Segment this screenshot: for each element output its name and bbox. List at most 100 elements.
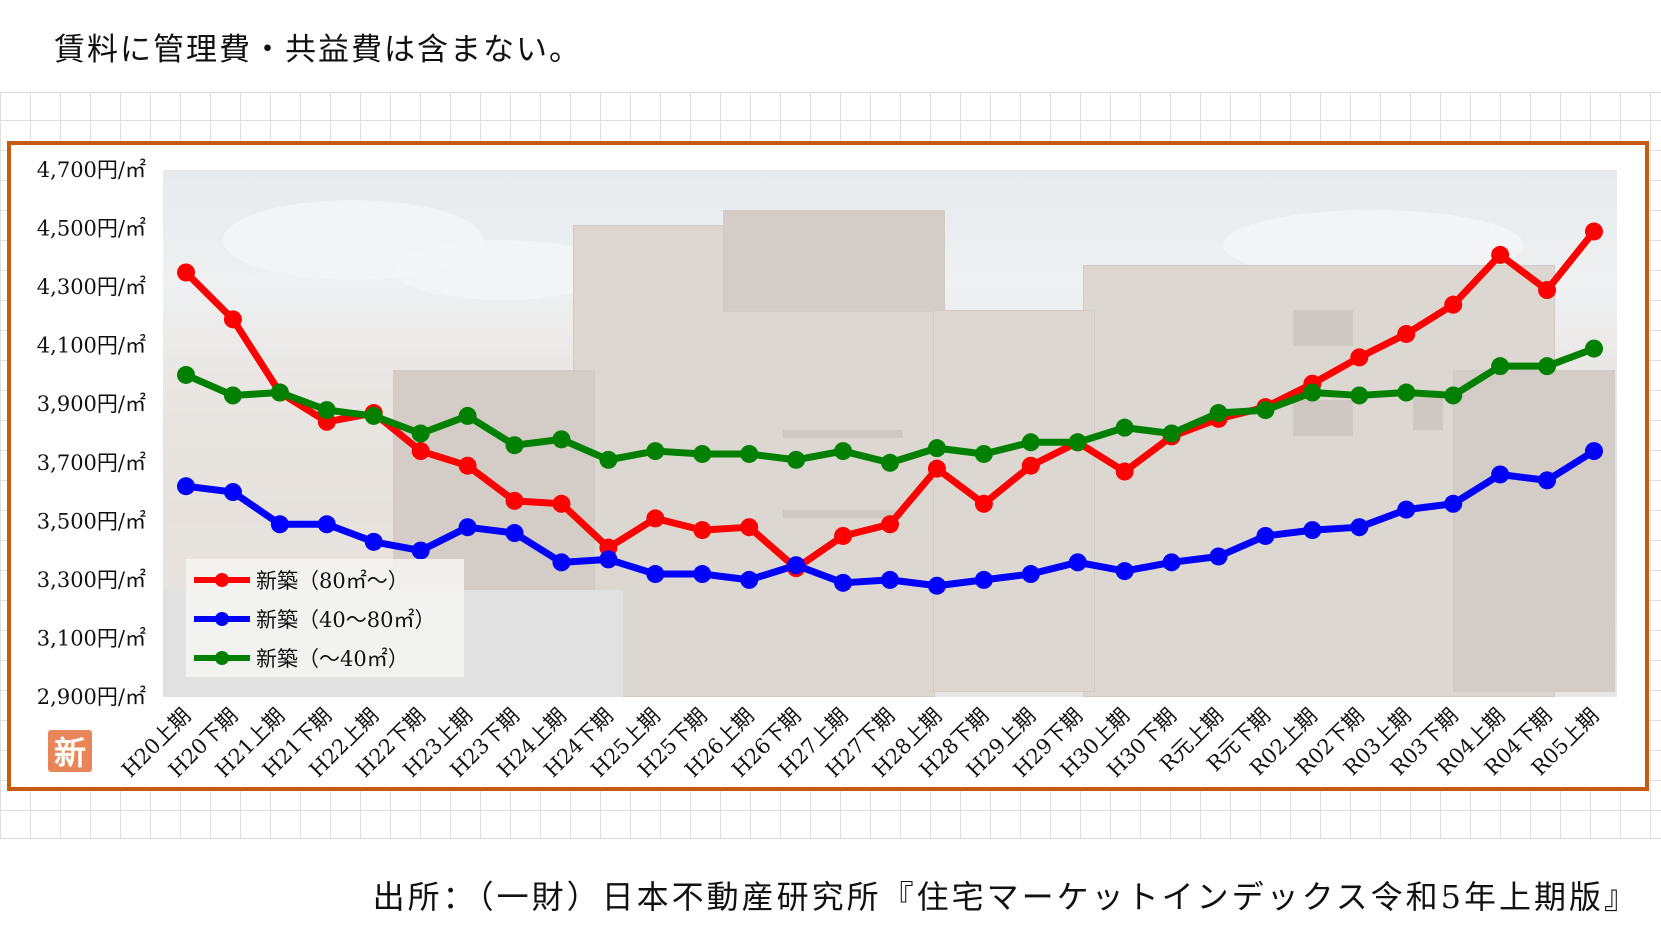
x-axis: H20上期H20下期H21上期H21下期H22上期H22下期H23上期H23下期… bbox=[117, 704, 1604, 783]
series-1-point bbox=[317, 515, 336, 534]
series-2-point bbox=[881, 453, 899, 472]
series-2-point bbox=[974, 444, 993, 463]
legend-label: 新築（40～80㎡） bbox=[256, 608, 435, 632]
series-2-point bbox=[927, 439, 946, 458]
series-2-point bbox=[317, 401, 336, 420]
legend-swatch-marker bbox=[215, 651, 229, 665]
series-0-point bbox=[693, 521, 712, 540]
series-0-point bbox=[834, 526, 853, 545]
series-0-point bbox=[1115, 462, 1134, 481]
series-1-point bbox=[1538, 471, 1557, 490]
series-0-point bbox=[1021, 456, 1040, 475]
legend-swatch-marker bbox=[215, 573, 229, 587]
series-1-point bbox=[411, 541, 430, 560]
note-text: 賃料に管理費・共益費は含まない。 bbox=[54, 32, 582, 68]
chart-series bbox=[177, 222, 1603, 595]
series-2-point bbox=[599, 450, 618, 469]
series-0-point bbox=[740, 518, 759, 537]
series-2-point bbox=[787, 450, 806, 469]
series-2-point bbox=[1068, 433, 1087, 452]
series-1-point bbox=[1303, 521, 1322, 540]
series-0-point bbox=[505, 491, 524, 510]
series-2-point bbox=[270, 383, 289, 402]
plot-background-photo bbox=[163, 170, 1617, 697]
series-2-point bbox=[1350, 386, 1369, 405]
source-text: 出所：（一財）日本不動産研究所『住宅マーケットインデックス令和5年上期版』 bbox=[372, 878, 1639, 916]
legend-label: 新築（80㎡～） bbox=[256, 569, 409, 593]
chart-legend: 新築（80㎡～） 新築（40～80㎡） 新築（～40㎡） bbox=[186, 559, 464, 677]
y-tick-label: 2,900円/㎡ bbox=[37, 685, 146, 709]
y-tick-label: 4,500円/㎡ bbox=[37, 217, 146, 241]
series-2-point bbox=[1538, 357, 1557, 376]
series-0-point bbox=[1585, 222, 1603, 241]
series-1-point bbox=[787, 556, 806, 575]
series-1-point bbox=[223, 483, 242, 502]
series-1-point bbox=[552, 553, 571, 572]
y-tick-label: 3,300円/㎡ bbox=[37, 568, 146, 592]
footer-band bbox=[0, 838, 1661, 937]
series-2-point bbox=[1162, 424, 1181, 443]
series-2-point bbox=[223, 386, 242, 405]
series-1-point bbox=[1115, 562, 1134, 581]
y-tick-label: 3,700円/㎡ bbox=[37, 451, 146, 475]
series-2-point bbox=[834, 442, 853, 461]
series-0-point bbox=[974, 494, 993, 513]
series-1-point bbox=[364, 532, 383, 551]
series-2-point bbox=[411, 424, 430, 443]
series-1-point bbox=[927, 576, 946, 595]
series-0-point bbox=[552, 494, 571, 513]
series-0-point bbox=[458, 456, 477, 475]
series-1-point bbox=[646, 565, 665, 584]
series-2-point bbox=[1115, 418, 1134, 437]
y-tick-label: 3,100円/㎡ bbox=[37, 626, 146, 650]
series-1-point bbox=[1491, 465, 1510, 484]
legend-swatch-marker bbox=[215, 612, 229, 626]
y-tick-label: 3,500円/㎡ bbox=[37, 509, 146, 533]
y-axis: 4,700円/㎡ 4,500円/㎡ 4,300円/㎡ 4,100円/㎡ 3,900円/㎡… bbox=[37, 158, 146, 709]
series-1-point bbox=[1068, 553, 1087, 572]
series-0-point bbox=[411, 442, 430, 461]
series-2-point bbox=[1303, 383, 1322, 402]
series-0-point bbox=[1491, 245, 1510, 264]
series-1-point bbox=[177, 477, 195, 496]
series-2-point bbox=[1256, 401, 1275, 420]
series-line-2 bbox=[182, 345, 1598, 467]
series-0-point bbox=[927, 459, 946, 478]
series-1-point bbox=[1209, 547, 1228, 566]
series-2-point bbox=[1021, 433, 1040, 452]
series-1-point bbox=[1444, 494, 1463, 513]
series-1-point bbox=[881, 570, 899, 589]
series-2-point bbox=[1444, 386, 1463, 405]
series-2-point bbox=[1491, 357, 1510, 376]
series-2-point bbox=[693, 444, 712, 463]
series-0-point bbox=[1538, 281, 1557, 300]
series-1-point bbox=[270, 515, 289, 534]
y-tick-label: 4,300円/㎡ bbox=[37, 275, 146, 299]
series-2-point bbox=[177, 365, 195, 384]
series-1-point bbox=[740, 570, 759, 589]
series-0-point bbox=[1350, 348, 1369, 367]
series-1-point bbox=[974, 570, 993, 589]
header-band: 賃料に管理費・共益費は含まない。 bbox=[0, 0, 1661, 93]
series-1-point bbox=[834, 573, 853, 592]
new-badge: 新 bbox=[48, 730, 92, 772]
series-0-point bbox=[223, 310, 242, 329]
series-0-point bbox=[177, 263, 195, 282]
series-2-point bbox=[646, 442, 665, 461]
series-0-point bbox=[881, 515, 899, 534]
series-2-point bbox=[740, 444, 759, 463]
series-1-point bbox=[1256, 526, 1275, 545]
series-2-point bbox=[505, 436, 524, 455]
series-2-point bbox=[458, 406, 477, 425]
y-tick-label: 3,900円/㎡ bbox=[37, 392, 146, 416]
series-2-point bbox=[364, 406, 383, 425]
series-1-point bbox=[1397, 500, 1416, 519]
series-0-point bbox=[1444, 295, 1463, 314]
series-1-point bbox=[1162, 553, 1181, 572]
series-1-point bbox=[1350, 518, 1369, 537]
y-tick-label: 4,700円/㎡ bbox=[37, 158, 146, 182]
series-1-point bbox=[505, 524, 524, 543]
series-2-point bbox=[552, 430, 571, 449]
series-2-point bbox=[1397, 383, 1416, 402]
